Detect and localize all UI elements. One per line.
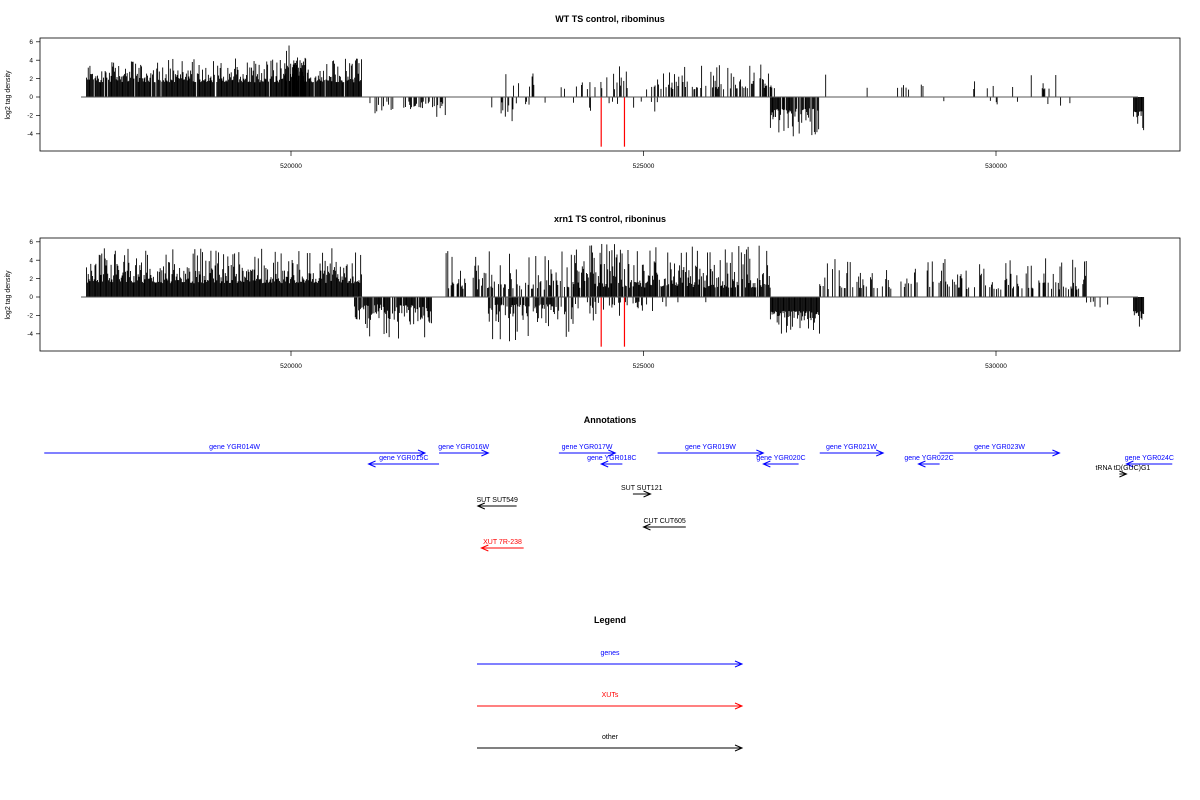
xrn1-highlight-marks bbox=[600, 297, 626, 347]
xrn1-y-axis: 6 4 2 0 -2 -4 bbox=[27, 239, 40, 338]
legend-arrow-arrowhead bbox=[734, 744, 744, 752]
annotation-label: gene YGR023W bbox=[974, 444, 1025, 451]
legend-label: other bbox=[602, 734, 619, 741]
annotation-label: gene YGR018C bbox=[587, 455, 636, 462]
annotation-feature: SUT SUT121 bbox=[621, 485, 663, 498]
annotation-label: XUT 7R-238 bbox=[483, 539, 522, 546]
xrn1-y-tick-label: -4 bbox=[27, 331, 33, 338]
xrn1-x-axis: 520000 525000 530000 bbox=[280, 351, 1007, 370]
annotation-feature-arrowhead bbox=[1052, 449, 1061, 457]
annotation-feature: gene YGR022C bbox=[904, 455, 954, 468]
annotation-label: gene YGR022C bbox=[904, 455, 953, 462]
xrn1-y-tick-label: 2 bbox=[29, 276, 33, 283]
wt-y-tick-label: 2 bbox=[29, 76, 33, 83]
xrn1-coverage-bars bbox=[86, 243, 1145, 342]
annotation-feature: gene YGR017W bbox=[558, 444, 617, 457]
wt-y-tick-label: 0 bbox=[29, 94, 33, 101]
wt-highlight-marks bbox=[600, 97, 626, 147]
xrn1-y-tick-label: 4 bbox=[29, 257, 33, 264]
annotation-feature-arrowhead bbox=[643, 490, 652, 498]
annotation-label: gene YGR015C bbox=[379, 455, 428, 462]
xrn1-plot-frame bbox=[39, 237, 1181, 352]
annotation-feature: gene YGR019W bbox=[657, 444, 765, 457]
wt-plot-frame bbox=[39, 37, 1181, 152]
annotation-feature-arrowhead bbox=[1125, 460, 1134, 468]
annotation-label: gene YGR021W bbox=[826, 444, 877, 451]
annotation-feature-arrowhead bbox=[608, 449, 617, 457]
annotation-label: tRNA tD(GUC)G1 bbox=[1095, 465, 1150, 472]
legend-arrow-arrowhead bbox=[734, 702, 744, 710]
wt-y-tick-label: 4 bbox=[29, 57, 33, 64]
annotation-feature-arrowhead bbox=[876, 449, 885, 457]
annotation-feature-arrowhead bbox=[642, 523, 651, 531]
xrn1-x-tick-label: 520000 bbox=[280, 363, 302, 370]
legend-arrow-arrowhead bbox=[734, 660, 744, 668]
annotation-label: gene YGR024C bbox=[1125, 455, 1174, 462]
annotations-title: Annotations bbox=[584, 415, 637, 425]
xrn1-y-axis-label: log2 tag density bbox=[5, 270, 12, 320]
annotation-label: SUT SUT121 bbox=[621, 485, 663, 492]
wt-x-tick-label: 520000 bbox=[280, 163, 302, 170]
legend-entries: genes XUTs other bbox=[477, 650, 744, 752]
annotation-feature: gene YGR023W bbox=[939, 444, 1061, 457]
annotation-features: gene YGR014W gene YGR015C gene YGR016W gene… bbox=[44, 444, 1174, 552]
annotation-feature: gene YGR016W bbox=[438, 444, 490, 457]
wt-x-tick-label: 525000 bbox=[633, 163, 655, 170]
wt-y-tick-label: -4 bbox=[27, 131, 33, 138]
annotation-feature: gene YGR020C bbox=[756, 455, 806, 468]
annotation-feature-arrowhead bbox=[476, 502, 486, 510]
legend-label: genes bbox=[600, 650, 620, 657]
annotation-feature-arrowhead bbox=[480, 544, 489, 552]
wt-y-axis: 6 4 2 0 -2 -4 bbox=[27, 39, 40, 138]
annotation-label: gene YGR014W bbox=[209, 444, 260, 451]
wt-panel-title: WT TS control, ribominus bbox=[555, 14, 665, 24]
xrn1-x-tick-label: 525000 bbox=[633, 363, 655, 370]
annotation-feature: gene YGR014W bbox=[44, 444, 427, 457]
wt-y-tick-label: 6 bbox=[29, 39, 33, 46]
annotation-feature-arrowhead bbox=[417, 449, 427, 457]
annotation-feature: SUT SUT549 bbox=[476, 497, 518, 510]
xrn1-y-tick-label: 6 bbox=[29, 239, 33, 246]
xrn1-y-tick-label: 0 bbox=[29, 294, 33, 301]
annotation-feature: gene YGR015C bbox=[367, 455, 440, 468]
annotation-feature-arrowhead bbox=[367, 460, 376, 468]
annotation-feature-arrowhead bbox=[481, 449, 490, 457]
annotation-feature: tRNA tD(GUC)G1 bbox=[1095, 465, 1150, 478]
wt-x-axis: 520000 525000 530000 bbox=[280, 151, 1007, 170]
annotation-label: gene YGR019W bbox=[685, 444, 736, 451]
annotation-label: CUT CUT605 bbox=[644, 518, 686, 525]
xrn1-track-panel: xrn1 TS control, riboninus log2 tag dens… bbox=[5, 214, 1181, 370]
annotation-label: gene YGR017W bbox=[562, 444, 613, 451]
annotation-feature-arrowhead bbox=[756, 449, 765, 457]
annotation-feature-arrowhead bbox=[1119, 470, 1128, 478]
wt-x-tick-label: 530000 bbox=[985, 163, 1007, 170]
wt-y-tick-label: -2 bbox=[27, 113, 33, 120]
annotation-feature: CUT CUT605 bbox=[642, 518, 686, 531]
legend-title: Legend bbox=[594, 615, 626, 625]
legend-entry: XUTs bbox=[477, 692, 744, 710]
annotation-feature: gene YGR018C bbox=[587, 455, 636, 468]
wt-coverage-bars bbox=[86, 45, 1145, 137]
wt-y-axis-label: log2 tag density bbox=[5, 70, 12, 120]
annotation-feature: XUT 7R-238 bbox=[480, 539, 524, 552]
xrn1-x-tick-label: 530000 bbox=[985, 363, 1007, 370]
annotation-feature-arrowhead bbox=[599, 460, 609, 468]
annotation-feature-arrowhead bbox=[762, 460, 771, 468]
annotation-label: gene YGR020C bbox=[756, 455, 805, 462]
legend-entry: other bbox=[477, 734, 744, 752]
xrn1-y-tick-label: -2 bbox=[27, 313, 33, 320]
annotation-label: SUT SUT549 bbox=[476, 497, 518, 504]
legend-label: XUTs bbox=[602, 692, 619, 699]
annotation-feature: gene YGR021W bbox=[819, 444, 885, 457]
legend-panel: Legend genes XUTs other bbox=[477, 615, 744, 752]
legend-entry: genes bbox=[477, 650, 744, 668]
annotation-feature-arrowhead bbox=[917, 460, 926, 468]
wt-track-panel: WT TS control, ribominus log2 tag densit… bbox=[5, 14, 1181, 170]
annotation-feature: gene YGR024C bbox=[1125, 455, 1174, 468]
xrn1-panel-title: xrn1 TS control, riboninus bbox=[554, 214, 666, 224]
annotation-label: gene YGR016W bbox=[438, 444, 489, 451]
